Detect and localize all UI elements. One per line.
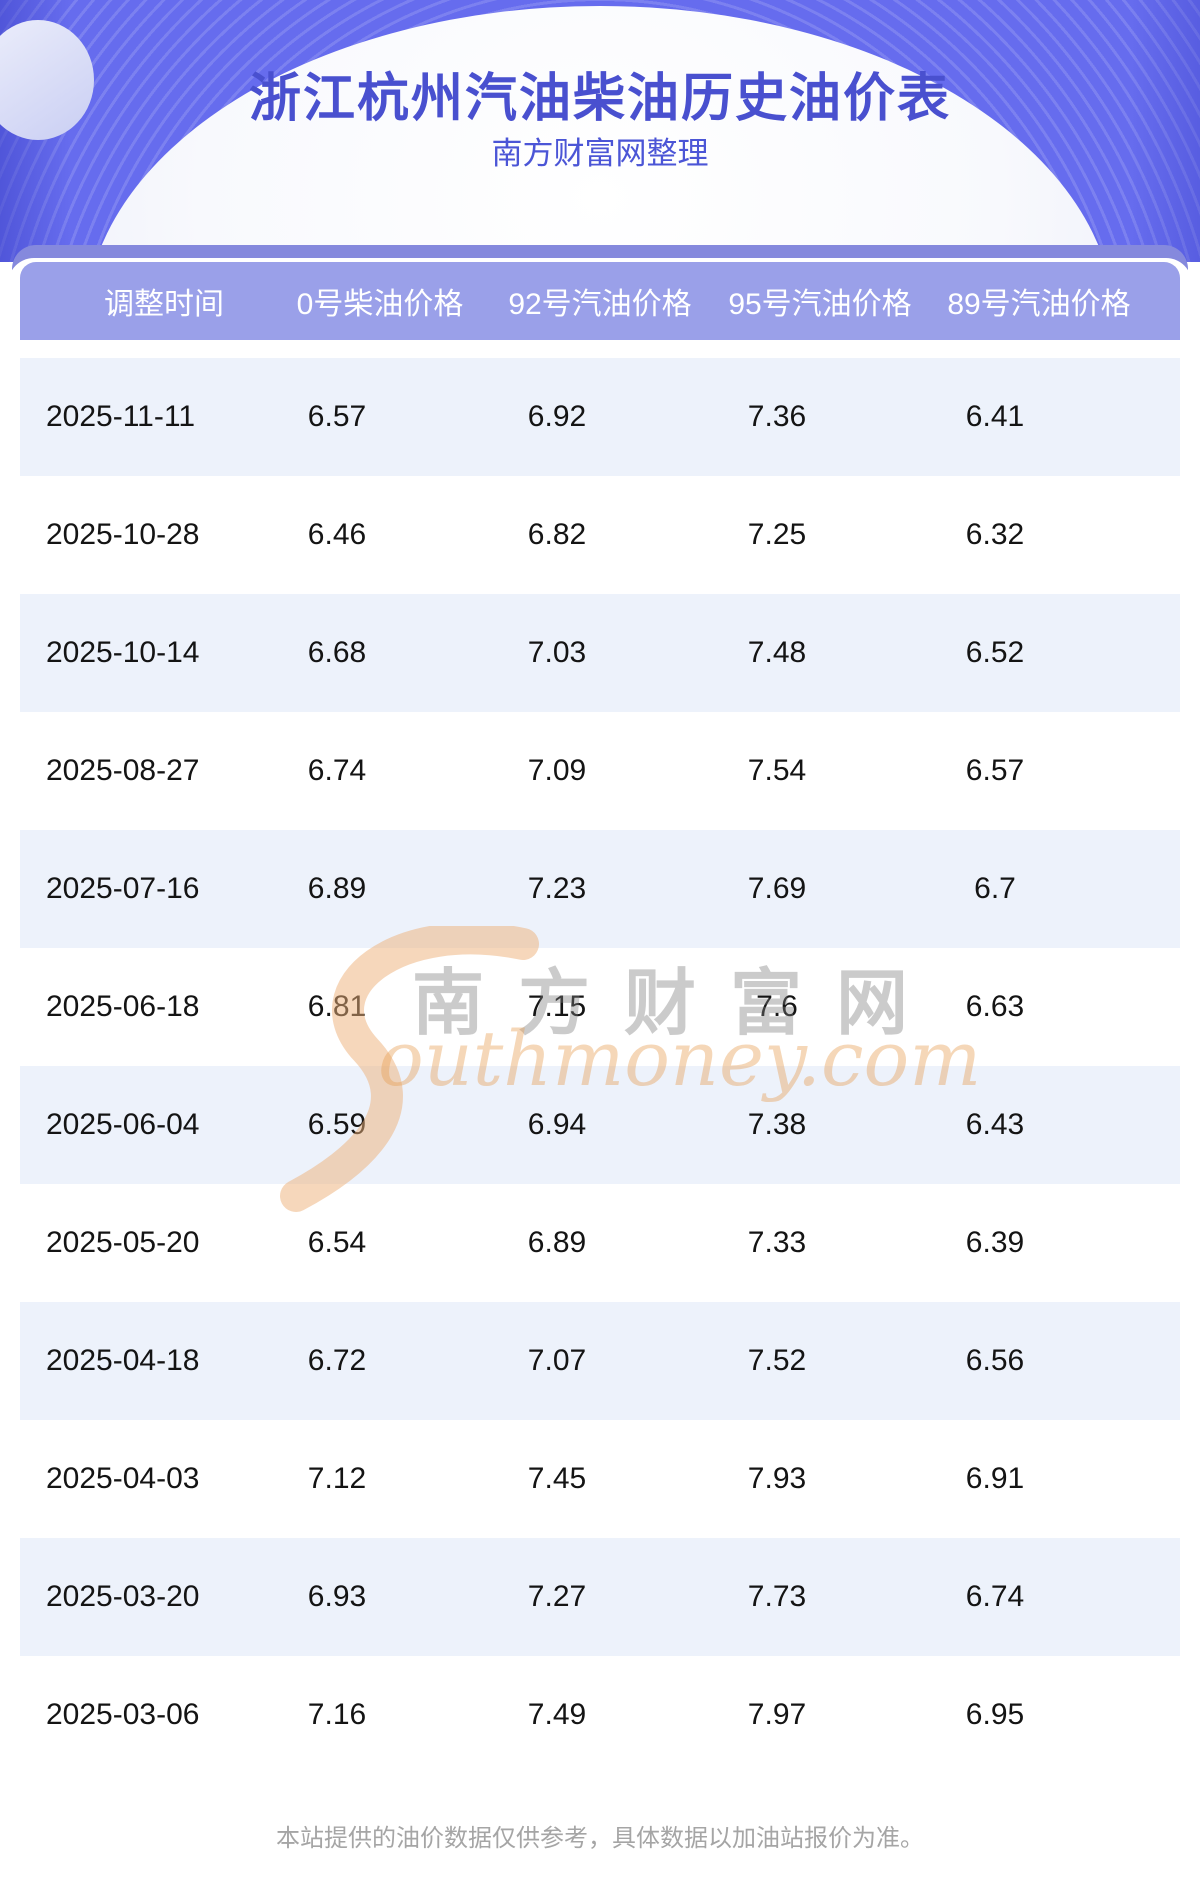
price-cell: 7.23 (527, 872, 587, 905)
price-cell: 7.36 (747, 400, 807, 433)
price-cell: 7.03 (527, 636, 587, 669)
price-cell: 6.7 (974, 872, 1016, 905)
column-header-diesel0: 0号柴油价格 (296, 288, 464, 321)
hero-banner: 浙江杭州汽油柴油历史油价表 南方财富网整理 (0, 0, 1200, 262)
price-cell: 6.72 (307, 1344, 367, 1377)
price-cell: 7.12 (307, 1462, 367, 1495)
table-row: 2025-11-11 6.57 6.92 7.36 6.41 (20, 358, 1180, 476)
price-cell: 6.81 (307, 990, 367, 1023)
date-cell: 2025-11-11 (46, 400, 196, 433)
price-cell: 6.68 (307, 636, 367, 669)
table-row: 2025-03-06 7.16 7.49 7.97 6.95 (20, 1656, 1180, 1774)
price-cell: 6.82 (527, 518, 587, 551)
table-row: 2025-06-04 6.59 6.94 7.38 6.43 (20, 1066, 1180, 1184)
date-cell: 2025-03-20 (46, 1580, 200, 1613)
price-cell: 7.48 (747, 636, 807, 669)
page-subtitle: 南方财富网整理 (491, 136, 709, 171)
price-cell: 6.93 (307, 1580, 367, 1613)
price-cell: 6.91 (965, 1462, 1025, 1495)
price-cell: 7.27 (527, 1580, 587, 1613)
date-cell: 2025-05-20 (46, 1226, 200, 1259)
page-title: 浙江杭州汽油柴油历史油价表 (248, 70, 951, 128)
price-cell: 6.59 (307, 1108, 367, 1141)
date-cell: 2025-04-18 (46, 1344, 200, 1377)
price-cell: 7.25 (747, 518, 807, 551)
price-cell: 6.94 (527, 1108, 587, 1141)
price-cell: 7.54 (747, 754, 807, 787)
price-cell: 6.57 (965, 754, 1025, 787)
price-cell: 7.52 (747, 1344, 807, 1377)
price-cell: 7.69 (747, 872, 807, 905)
table-row: 2025-10-14 6.68 7.03 7.48 6.52 (20, 594, 1180, 712)
price-cell: 6.41 (965, 400, 1025, 433)
date-cell: 2025-10-28 (46, 518, 200, 551)
table-header-row: 调整时间 0号柴油价格 92号汽油价格 95号汽油价格 89号汽油价格 (20, 262, 1180, 340)
date-cell: 2025-06-04 (46, 1108, 200, 1141)
price-cell: 6.92 (527, 400, 587, 433)
table-row: 2025-05-20 6.54 6.89 7.33 6.39 (20, 1184, 1180, 1302)
date-cell: 2025-03-06 (46, 1698, 200, 1731)
price-cell: 6.89 (307, 872, 367, 905)
column-header-gas92: 92号汽油价格 (508, 288, 692, 321)
price-cell: 7.49 (527, 1698, 587, 1731)
table-body: 2025-11-11 6.57 6.92 7.36 6.41 2025-10-2… (20, 358, 1180, 1774)
price-cell: 6.74 (307, 754, 367, 787)
date-cell: 2025-07-16 (46, 872, 200, 905)
table-row: 2025-03-20 6.93 7.27 7.73 6.74 (20, 1538, 1180, 1656)
table-row: 2025-04-03 7.12 7.45 7.93 6.91 (20, 1420, 1180, 1538)
price-cell: 6.56 (965, 1344, 1025, 1377)
column-header-gas95: 95号汽油价格 (728, 288, 912, 321)
date-cell: 2025-10-14 (46, 636, 200, 669)
date-cell: 2025-08-27 (46, 754, 200, 787)
price-cell: 7.16 (307, 1698, 367, 1731)
price-cell: 7.93 (747, 1462, 807, 1495)
table-row: 2025-06-18 6.81 7.15 7.6 6.63 (20, 948, 1180, 1066)
table-row: 2025-10-28 6.46 6.82 7.25 6.32 (20, 476, 1180, 594)
price-cell: 6.43 (965, 1108, 1025, 1141)
date-cell: 2025-04-03 (46, 1462, 200, 1495)
price-cell: 6.32 (965, 518, 1025, 551)
column-header-gas89: 89号汽油价格 (947, 288, 1131, 321)
table-row: 2025-07-16 6.89 7.23 7.69 6.7 (20, 830, 1180, 948)
price-cell: 7.09 (527, 754, 587, 787)
table-row: 2025-04-18 6.72 7.07 7.52 6.56 (20, 1302, 1180, 1420)
price-cell: 6.89 (527, 1226, 587, 1259)
price-cell: 6.52 (965, 636, 1025, 669)
price-cell: 6.46 (307, 518, 367, 551)
price-cell: 7.97 (747, 1698, 807, 1731)
table-card: 调整时间 0号柴油价格 92号汽油价格 95号汽油价格 89号汽油价格 2025… (8, 258, 1192, 1880)
column-header-date: 调整时间 (104, 288, 224, 321)
price-cell: 7.73 (747, 1580, 807, 1613)
price-cell: 7.6 (756, 990, 798, 1023)
disclaimer-text: 本站提供的油价数据仅供参考，具体数据以加油站报价为准。 (276, 1825, 924, 1852)
price-cell: 6.95 (965, 1698, 1025, 1731)
price-cell: 6.54 (307, 1226, 367, 1259)
price-cell: 7.38 (747, 1108, 807, 1141)
date-cell: 2025-06-18 (46, 990, 200, 1023)
price-cell: 6.57 (307, 400, 367, 433)
decor-circle (0, 20, 94, 140)
price-cell: 6.74 (965, 1580, 1025, 1613)
table-row: 2025-08-27 6.74 7.09 7.54 6.57 (20, 712, 1180, 830)
price-cell: 7.33 (747, 1226, 807, 1259)
price-cell: 6.39 (965, 1226, 1025, 1259)
price-cell: 7.15 (527, 990, 587, 1023)
price-cell: 7.45 (527, 1462, 587, 1495)
price-cell: 6.63 (965, 990, 1025, 1023)
price-cell: 7.07 (527, 1344, 587, 1377)
